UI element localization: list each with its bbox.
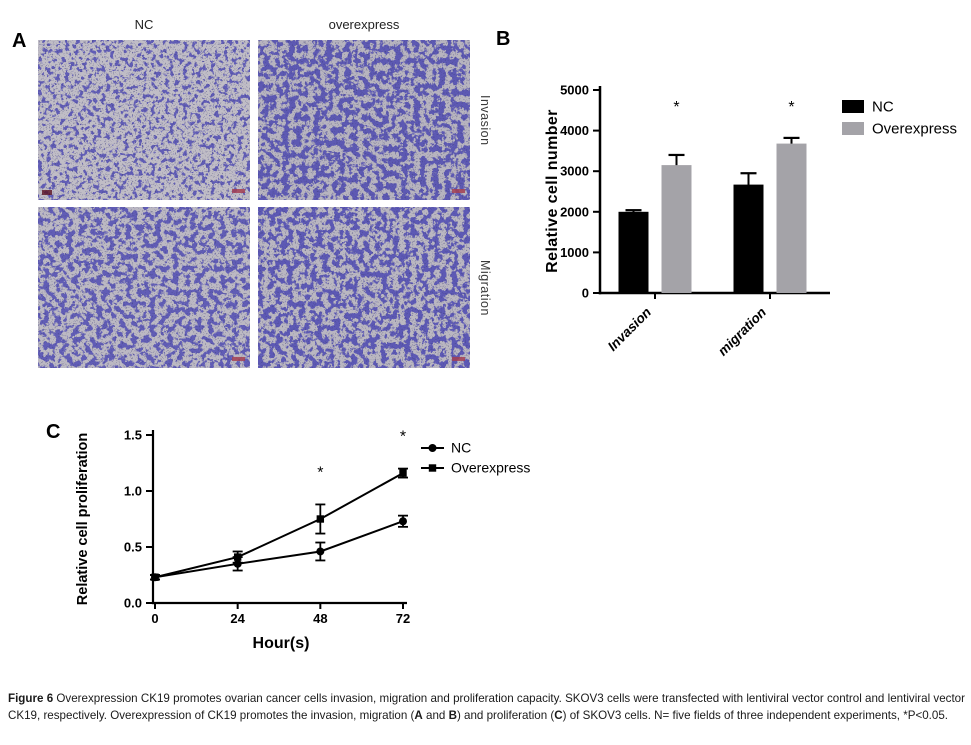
svg-text:NC: NC [451, 440, 471, 456]
caption-segment: B [448, 708, 457, 722]
svg-text:1.0: 1.0 [124, 484, 142, 499]
row-label-migration: Migration [478, 259, 492, 316]
scale-mark [452, 356, 465, 361]
svg-text:Hour(s): Hour(s) [253, 635, 310, 652]
caption-segment: Overexpression CK19 promotes ovarian can… [8, 691, 965, 722]
svg-text:Relative cell proliferation: Relative cell proliferation [75, 433, 91, 605]
panel-a-label: A [12, 30, 27, 52]
scale-mark [232, 356, 245, 361]
svg-text:Invasion: Invasion [605, 305, 654, 354]
panel-b-label: B [496, 28, 511, 50]
row-label-invasion: Invasion [478, 94, 492, 146]
micrograph-overexpress-migration [258, 207, 470, 368]
figure-caption: Figure 6 Overexpression CK19 promotes ov… [8, 690, 965, 725]
caption-segment: ) and proliferation ( [456, 708, 555, 722]
svg-text:4000: 4000 [560, 123, 589, 138]
svg-text:5000: 5000 [560, 83, 589, 98]
svg-text:0: 0 [151, 611, 158, 626]
caption-segment: Figure 6 [8, 691, 57, 705]
caption-segment: C [554, 708, 563, 722]
svg-text:migration: migration [715, 305, 769, 359]
micrograph-overexpress-invasion [258, 40, 470, 200]
svg-text:Overexpress: Overexpress [872, 121, 957, 138]
svg-text:72: 72 [396, 611, 410, 626]
scale-mark [42, 190, 52, 195]
column-header-overexpress: overexpress [328, 17, 400, 32]
svg-text:*: * [673, 99, 679, 116]
svg-text:3000: 3000 [560, 164, 589, 179]
micrograph-nc-migration [38, 207, 250, 368]
caption-segment: and [422, 708, 449, 722]
svg-text:2000: 2000 [560, 204, 589, 219]
scale-mark [452, 189, 465, 193]
svg-text:1.5: 1.5 [124, 428, 142, 443]
line-chart-proliferation: 0.0 0.5 1.0 1.5 0 24 48 72 Hour(s) Relative cell … [75, 428, 530, 653]
svg-text:Relative cell number: Relative cell number [544, 109, 561, 273]
svg-text:*: * [788, 99, 794, 116]
scale-mark [232, 189, 245, 193]
svg-text:48: 48 [313, 611, 327, 626]
svg-text:0.5: 0.5 [124, 540, 142, 555]
svg-text:0.0: 0.0 [124, 596, 142, 611]
caption-segment: ) of SKOV3 cells. N= five fields of thre… [562, 708, 949, 722]
caption-segment: A [414, 708, 423, 722]
micrograph-nc-invasion [38, 40, 250, 200]
svg-text:*: * [400, 429, 406, 446]
svg-text:1000: 1000 [560, 245, 589, 260]
svg-text:24: 24 [230, 611, 245, 626]
bar-chart-relative-cell-number: 0 1000 2000 3000 4000 5000 Relative cell numbe… [544, 83, 957, 359]
svg-text:0: 0 [582, 286, 589, 301]
column-header-nc: NC [134, 17, 154, 32]
svg-text:NC: NC [872, 99, 894, 116]
svg-text:Overexpress: Overexpress [451, 460, 530, 476]
panel-c-label: C [46, 421, 61, 443]
svg-text:*: * [317, 464, 323, 481]
